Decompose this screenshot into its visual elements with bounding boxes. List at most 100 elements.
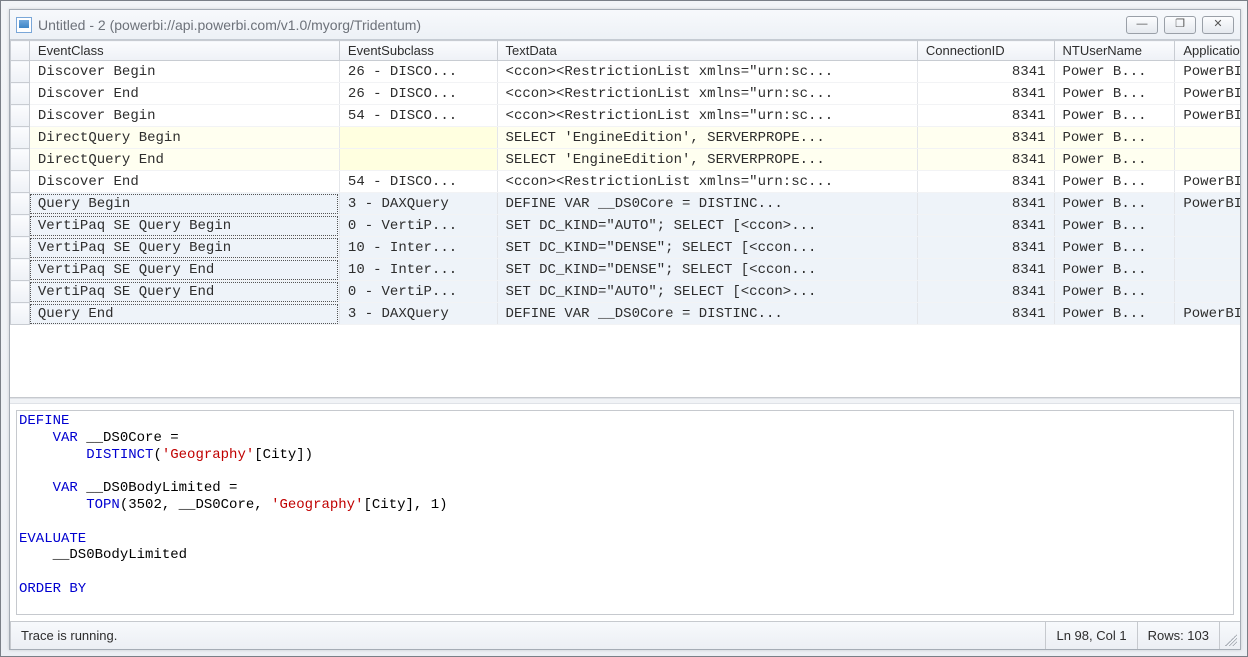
cell-eventclass[interactable]: VertiPaq SE Query End: [29, 259, 339, 281]
cell-eventsubclass[interactable]: 54 - DISCO...: [339, 171, 497, 193]
cell-ntusername[interactable]: Power B...: [1054, 171, 1175, 193]
cell-textdata[interactable]: <ccon><RestrictionList xmlns="urn:sc...: [497, 61, 917, 83]
row-header[interactable]: [11, 303, 30, 325]
cell-eventsubclass[interactable]: 26 - DISCO...: [339, 61, 497, 83]
row-header[interactable]: [11, 171, 30, 193]
cell-ntusername[interactable]: Power B...: [1054, 259, 1175, 281]
cell-eventsubclass[interactable]: 0 - VertiP...: [339, 281, 497, 303]
row-header[interactable]: [11, 127, 30, 149]
cell-ntusername[interactable]: Power B...: [1054, 215, 1175, 237]
cell-eventclass[interactable]: VertiPaq SE Query Begin: [29, 215, 339, 237]
close-button[interactable]: ✕: [1202, 16, 1234, 34]
cell-eventclass[interactable]: Discover End: [29, 83, 339, 105]
table-row[interactable]: Discover End54 - DISCO...<ccon><Restrict…: [11, 171, 1241, 193]
cell-applicationname[interactable]: PowerBI: [1175, 83, 1240, 105]
cell-eventclass[interactable]: Query End: [29, 303, 339, 325]
cell-eventclass[interactable]: Discover Begin: [29, 105, 339, 127]
cell-textdata[interactable]: DEFINE VAR __DS0Core = DISTINC...: [497, 193, 917, 215]
cell-ntusername[interactable]: Power B...: [1054, 281, 1175, 303]
row-header[interactable]: [11, 149, 30, 171]
cell-applicationname[interactable]: [1175, 127, 1240, 149]
cell-textdata[interactable]: SET DC_KIND="AUTO"; SELECT [<ccon>...: [497, 281, 917, 303]
cell-applicationname[interactable]: PowerBI: [1175, 193, 1240, 215]
cell-ntusername[interactable]: Power B...: [1054, 105, 1175, 127]
row-header[interactable]: [11, 281, 30, 303]
row-header[interactable]: [11, 237, 30, 259]
col-eventsubclass[interactable]: EventSubclass: [339, 41, 497, 61]
cell-textdata[interactable]: SELECT 'EngineEdition', SERVERPROPE...: [497, 127, 917, 149]
cell-eventclass[interactable]: DirectQuery End: [29, 149, 339, 171]
maximize-button[interactable]: ❐: [1164, 16, 1196, 34]
cell-eventsubclass[interactable]: 10 - Inter...: [339, 259, 497, 281]
row-header[interactable]: [11, 259, 30, 281]
cell-eventclass[interactable]: Query Begin: [29, 193, 339, 215]
cell-connectionid[interactable]: 8341: [917, 105, 1054, 127]
cell-applicationname[interactable]: [1175, 149, 1240, 171]
cell-eventsubclass[interactable]: 26 - DISCO...: [339, 83, 497, 105]
cell-eventsubclass[interactable]: 10 - Inter...: [339, 237, 497, 259]
cell-ntusername[interactable]: Power B...: [1054, 237, 1175, 259]
cell-applicationname[interactable]: PowerBI: [1175, 61, 1240, 83]
event-grid[interactable]: EventClass EventSubclass TextData Connec…: [10, 40, 1240, 325]
cell-eventclass[interactable]: Discover End: [29, 171, 339, 193]
cell-eventsubclass[interactable]: 3 - DAXQuery: [339, 193, 497, 215]
cell-connectionid[interactable]: 8341: [917, 83, 1054, 105]
cell-textdata[interactable]: <ccon><RestrictionList xmlns="urn:sc...: [497, 83, 917, 105]
cell-applicationname[interactable]: PowerBI: [1175, 105, 1240, 127]
cell-connectionid[interactable]: 8341: [917, 303, 1054, 325]
titlebar[interactable]: Untitled - 2 (powerbi://api.powerbi.com/…: [10, 10, 1240, 40]
row-header[interactable]: [11, 105, 30, 127]
cell-applicationname[interactable]: [1175, 259, 1240, 281]
cell-connectionid[interactable]: 8341: [917, 171, 1054, 193]
cell-applicationname[interactable]: PowerBI: [1175, 171, 1240, 193]
table-row[interactable]: Discover Begin54 - DISCO...<ccon><Restri…: [11, 105, 1241, 127]
cell-eventclass[interactable]: Discover Begin: [29, 61, 339, 83]
cell-connectionid[interactable]: 8341: [917, 215, 1054, 237]
cell-eventsubclass[interactable]: [339, 127, 497, 149]
corner-header[interactable]: [11, 41, 30, 61]
table-row[interactable]: Discover Begin26 - DISCO...<ccon><Restri…: [11, 61, 1241, 83]
col-applicationname[interactable]: Application: [1175, 41, 1240, 61]
cell-textdata[interactable]: <ccon><RestrictionList xmlns="urn:sc...: [497, 105, 917, 127]
table-row[interactable]: VertiPaq SE Query Begin0 - VertiP...SET …: [11, 215, 1241, 237]
cell-applicationname[interactable]: [1175, 281, 1240, 303]
table-row[interactable]: Discover End26 - DISCO...<ccon><Restrict…: [11, 83, 1241, 105]
table-row[interactable]: Query End3 - DAXQueryDEFINE VAR __DS0Cor…: [11, 303, 1241, 325]
cell-textdata[interactable]: SET DC_KIND="AUTO"; SELECT [<ccon>...: [497, 215, 917, 237]
col-eventclass[interactable]: EventClass: [29, 41, 339, 61]
cell-eventsubclass[interactable]: [339, 149, 497, 171]
cell-textdata[interactable]: SELECT 'EngineEdition', SERVERPROPE...: [497, 149, 917, 171]
cell-ntusername[interactable]: Power B...: [1054, 61, 1175, 83]
cell-eventclass[interactable]: VertiPaq SE Query Begin: [29, 237, 339, 259]
cell-connectionid[interactable]: 8341: [917, 193, 1054, 215]
table-row[interactable]: VertiPaq SE Query End0 - VertiP...SET DC…: [11, 281, 1241, 303]
cell-ntusername[interactable]: Power B...: [1054, 303, 1175, 325]
cell-ntusername[interactable]: Power B...: [1054, 83, 1175, 105]
event-grid-scroll[interactable]: EventClass EventSubclass TextData Connec…: [10, 40, 1240, 397]
table-row[interactable]: Query Begin3 - DAXQueryDEFINE VAR __DS0C…: [11, 193, 1241, 215]
row-header[interactable]: [11, 61, 30, 83]
cell-ntusername[interactable]: Power B...: [1054, 149, 1175, 171]
cell-connectionid[interactable]: 8341: [917, 237, 1054, 259]
cell-textdata[interactable]: DEFINE VAR __DS0Core = DISTINC...: [497, 303, 917, 325]
cell-ntusername[interactable]: Power B...: [1054, 127, 1175, 149]
table-row[interactable]: DirectQuery End SELECT 'EngineEdition', …: [11, 149, 1241, 171]
cell-applicationname[interactable]: [1175, 237, 1240, 259]
cell-eventsubclass[interactable]: 0 - VertiP...: [339, 215, 497, 237]
row-header[interactable]: [11, 83, 30, 105]
cell-textdata[interactable]: SET DC_KIND="DENSE"; SELECT [<ccon...: [497, 259, 917, 281]
cell-connectionid[interactable]: 8341: [917, 149, 1054, 171]
cell-connectionid[interactable]: 8341: [917, 259, 1054, 281]
cell-eventclass[interactable]: DirectQuery Begin: [29, 127, 339, 149]
col-ntusername[interactable]: NTUserName: [1054, 41, 1175, 61]
cell-textdata[interactable]: <ccon><RestrictionList xmlns="urn:sc...: [497, 171, 917, 193]
cell-connectionid[interactable]: 8341: [917, 281, 1054, 303]
minimize-button[interactable]: —: [1126, 16, 1158, 34]
cell-eventsubclass[interactable]: 3 - DAXQuery: [339, 303, 497, 325]
query-detail-textbox[interactable]: DEFINE VAR __DS0Core = DISTINCT('Geograp…: [16, 410, 1234, 615]
col-connectionid[interactable]: ConnectionID: [917, 41, 1054, 61]
cell-ntusername[interactable]: Power B...: [1054, 193, 1175, 215]
resize-grip[interactable]: [1220, 622, 1240, 649]
cell-textdata[interactable]: SET DC_KIND="DENSE"; SELECT [<ccon...: [497, 237, 917, 259]
row-header[interactable]: [11, 215, 30, 237]
